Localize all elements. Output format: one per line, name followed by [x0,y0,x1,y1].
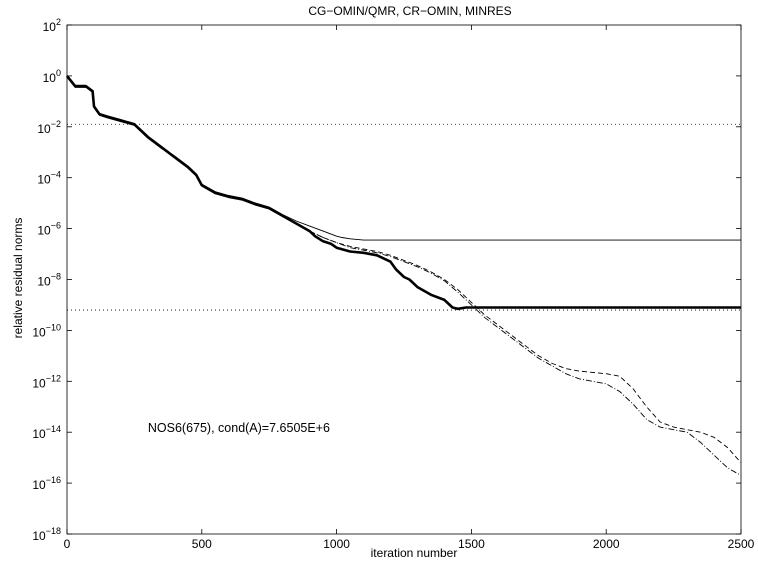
x-tick-label: 0 [64,537,71,551]
y-tick-base: 10 [37,173,51,187]
y-tick-base: 10 [32,529,46,543]
y-tick-exponent: −6 [51,221,61,231]
y-tick-label: 10−14 [32,424,61,441]
plot-frame [66,24,742,535]
y-tick-base: 10 [37,224,51,238]
annotation-text: NOS6(675), cond(A)=7.6505E+6 [148,421,330,435]
y-tick-label: 10−18 [32,526,61,543]
y-tick-base: 10 [37,122,51,136]
y-tick-exponent: 0 [56,68,61,78]
y-tick-exponent: −18 [46,526,61,536]
y-tick-exponent: −12 [46,373,61,383]
y-tick-base: 10 [37,275,51,289]
y-tick-exponent: −8 [51,272,61,282]
y-tick-label: 10−10 [32,322,61,339]
series-line-dash-dot [309,230,742,476]
series-line-thick-solid [65,75,741,311]
y-tick-exponent: −10 [46,322,61,332]
x-tick-label: 1500 [458,537,485,551]
y-tick-label: 10−4 [37,170,61,187]
series-line-thin-solid [66,76,741,241]
y-tick-label: 10−6 [37,221,61,238]
series-line-dashed [309,230,742,463]
x-tick-label: 500 [192,537,212,551]
x-axis-label: iteration number [371,546,458,560]
y-tick-base: 10 [43,20,57,34]
y-tick-base: 10 [32,376,46,390]
y-tick-label: 10−8 [37,272,61,289]
y-tick-base: 10 [32,427,46,441]
y-axis-ticks: 10210010−210−410−610−810−1010−1210−1410−… [32,17,741,543]
y-tick-label: 10−2 [37,119,61,136]
y-tick-label: 102 [43,17,61,34]
y-tick-base: 10 [32,325,46,339]
reference-lines [67,123,741,311]
y-tick-label: 10−16 [32,475,61,492]
x-axis-ticks: 0 500 1000 1500 2000 2500 [64,25,755,551]
x-tick-label: 1000 [323,537,350,551]
y-axis-label: relative residual norms [11,218,25,339]
y-tick-exponent: −14 [46,424,61,434]
chart-title: CG−OMIN/QMR, CR−OMIN, MINRES [308,4,511,18]
y-tick-exponent: −2 [51,119,61,129]
y-tick-exponent: −4 [51,170,61,180]
x-tick-label: 2000 [593,537,620,551]
plot-border [66,24,742,535]
y-tick-base: 10 [43,71,57,85]
y-tick-label: 10−12 [32,373,61,390]
series-layer [65,75,742,476]
y-tick-exponent: 2 [56,17,61,27]
y-tick-base: 10 [32,478,46,492]
y-tick-label: 100 [43,68,61,85]
y-tick-exponent: −16 [46,475,61,485]
x-tick-label: 2500 [728,537,755,551]
